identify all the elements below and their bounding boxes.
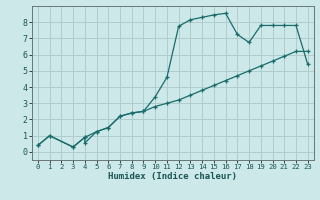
X-axis label: Humidex (Indice chaleur): Humidex (Indice chaleur) — [108, 172, 237, 181]
